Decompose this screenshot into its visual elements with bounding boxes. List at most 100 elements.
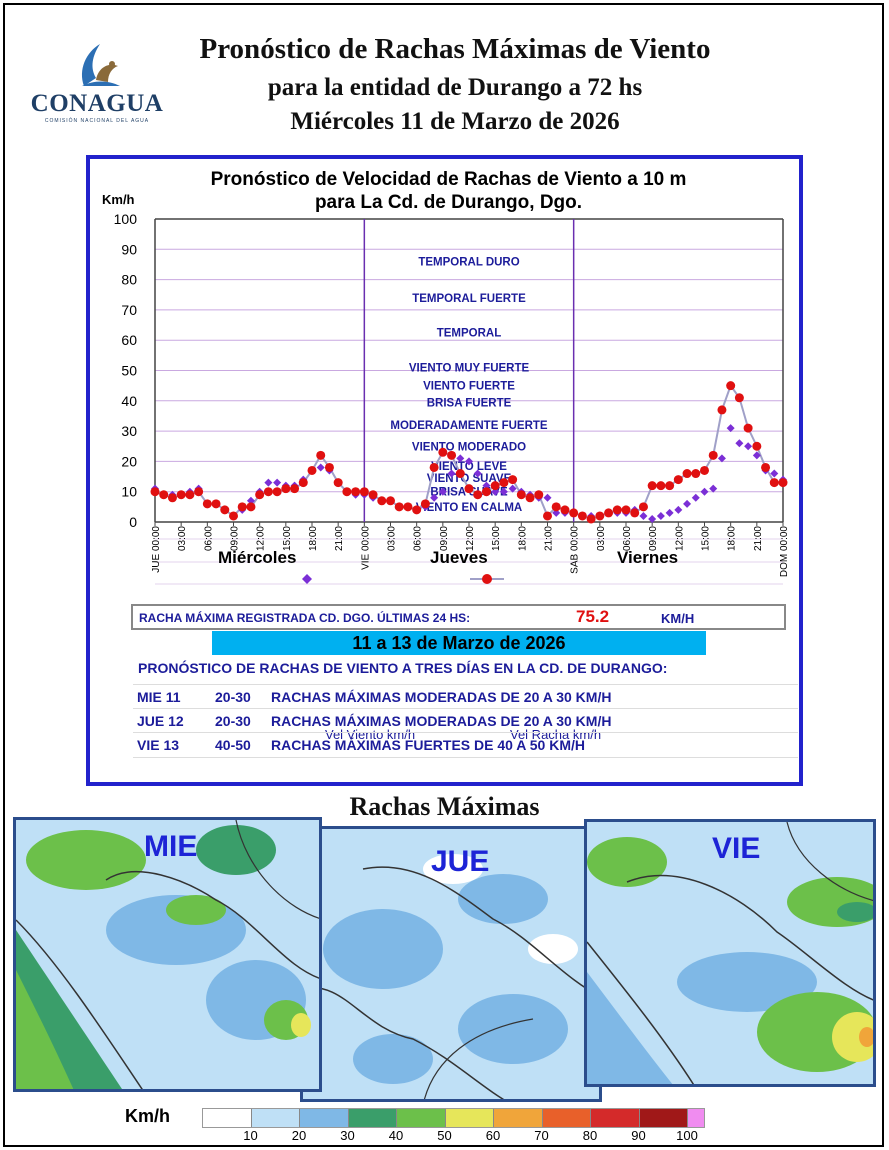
data-point-viento: [499, 487, 508, 496]
chart-subtitle: para La Cd. de Durango, Dgo.: [314, 192, 583, 213]
conagua-logo: CONAGUA COMISIÓN NACIONAL DEL AGUA: [22, 40, 172, 135]
data-point-racha: [159, 490, 169, 500]
data-point-racha: [307, 465, 317, 475]
data-point-racha: [412, 505, 422, 515]
data-point-racha: [185, 490, 195, 500]
x-tick-label: 06:00: [413, 526, 424, 551]
day-label-jueves: Jueves: [430, 548, 488, 567]
y-tick-label: 40: [121, 393, 137, 409]
data-point-racha: [717, 405, 727, 415]
x-tick-label: 21:00: [753, 526, 764, 551]
x-tick-label: 03:00: [177, 526, 188, 551]
maps-title: Rachas Máximas: [349, 792, 540, 821]
colorbar-tick-label: 80: [582, 1128, 598, 1143]
data-point-viento: [665, 508, 674, 517]
forecast-range: 40-50: [215, 737, 251, 753]
y-tick-label: 60: [121, 332, 137, 348]
scale-label: MODERADAMENTE FUERTE: [390, 420, 547, 432]
data-point-racha: [194, 487, 204, 497]
data-point-racha: [638, 502, 648, 512]
scale-label: VIENTO FUERTE: [423, 381, 515, 393]
data-point-racha: [726, 381, 736, 391]
data-point-racha: [734, 393, 744, 403]
data-point-racha: [377, 496, 387, 506]
forecast-range: 20-30: [215, 689, 251, 705]
map-mie: MIE: [13, 817, 322, 1092]
chart-panel: Pronóstico de Velocidad de Rachas de Vie…: [86, 155, 803, 786]
data-point-viento: [717, 454, 726, 463]
map-vie-image: [587, 822, 873, 1084]
colorbar-tick-label: 60: [485, 1128, 501, 1143]
data-point-viento: [656, 511, 665, 520]
x-tick-label: 09:00: [439, 526, 450, 551]
x-tick-label: JUE 00:00: [151, 526, 162, 573]
data-point-racha: [298, 478, 308, 488]
data-point-racha: [595, 511, 605, 521]
data-point-racha: [761, 462, 771, 472]
data-point-viento: [552, 508, 561, 517]
forecast-day: MIE 11: [137, 689, 181, 705]
data-point-racha: [429, 462, 439, 472]
scale-label: TEMPORAL: [437, 328, 502, 340]
page-date: Miércoles 11 de Marzo de 2026: [290, 108, 620, 135]
logo-text: CONAGUA: [30, 90, 164, 117]
data-point-racha: [508, 475, 518, 485]
data-point-racha: [447, 450, 457, 460]
data-point-viento: [683, 499, 692, 508]
data-point-racha: [167, 493, 177, 503]
forecast-day: JUE 12: [137, 713, 184, 729]
data-point-viento: [447, 469, 456, 478]
x-tick-label: 12:00: [465, 526, 476, 551]
colorbar-tick-label: 100: [676, 1128, 698, 1143]
data-point-viento: [456, 454, 465, 463]
chart-title: Pronóstico de Velocidad de Rachas de Vie…: [210, 169, 687, 190]
forecast-row: JUE 12 20-30 RACHAS MÁXIMAS MODERADAS DE…: [133, 708, 798, 733]
data-point-racha: [351, 487, 361, 497]
scale-label: VIENTO LEVE: [431, 461, 507, 473]
scale-label: VIENTO MODERADO: [412, 441, 526, 453]
data-point-racha: [682, 469, 692, 479]
racha-registrada-value: 75.2: [576, 607, 610, 626]
data-point-racha: [473, 490, 483, 500]
x-tick-label: 15:00: [701, 526, 712, 551]
x-tick-label: 18:00: [308, 526, 319, 551]
map-label-vie: VIE: [712, 832, 761, 865]
colorbar-tick-label: 50: [437, 1128, 452, 1143]
data-point-racha: [324, 462, 334, 472]
data-point-racha: [490, 481, 500, 491]
racha-registrada-box: RACHA MÁXIMA REGISTRADA CD. DGO. ÚLTIMAS…: [131, 604, 786, 630]
x-tick-label: SAB 00:00: [570, 526, 581, 574]
x-tick-label: 09:00: [230, 526, 241, 551]
colorbar-swatch: [591, 1109, 640, 1127]
legend-viento-marker: [302, 574, 312, 584]
forecast-text: RACHAS MÁXIMAS MODERADAS DE 20 A 30 KM/H: [271, 713, 612, 729]
y-tick-label: 30: [121, 423, 137, 439]
colorbar-title: Km/h: [125, 1106, 170, 1126]
forecast-text: RACHAS MÁXIMAS MODERADAS DE 20 A 30 KM/H: [271, 689, 612, 705]
data-point-viento: [639, 511, 648, 520]
data-point-viento: [691, 493, 700, 502]
data-point-racha: [560, 505, 570, 515]
day-label-miercoles: Miércoles: [218, 548, 297, 567]
scale-label: VIENTO MUY FUERTE: [409, 362, 530, 374]
x-tick-label: 21:00: [544, 526, 555, 551]
colorbar-tick-label: 20: [291, 1128, 307, 1143]
data-point-viento: [674, 505, 683, 514]
data-point-viento: [735, 439, 744, 448]
forecast-heading: PRONÓSTICO DE RACHAS DE VIENTO A TRES DÍ…: [138, 660, 668, 676]
forecast-row: VIE 13 40-50 RACHAS MÁXIMAS FUERTES DE 4…: [133, 732, 798, 758]
colorbar: [202, 1108, 705, 1128]
colorbar-swatch: [445, 1109, 494, 1127]
colorbar-swatch: [688, 1109, 704, 1127]
data-point-racha: [708, 450, 718, 460]
map-jue-image: [303, 829, 599, 1099]
x-tick-label: 18:00: [727, 526, 738, 551]
data-point-racha: [516, 490, 526, 500]
data-point-racha: [778, 478, 788, 488]
data-point-viento: [473, 469, 482, 478]
scale-label: BRISA FUERTE: [427, 397, 512, 409]
data-point-racha: [420, 499, 430, 509]
colorbar-swatch: [639, 1109, 688, 1127]
data-point-racha: [394, 502, 404, 512]
data-point-racha: [665, 481, 675, 491]
